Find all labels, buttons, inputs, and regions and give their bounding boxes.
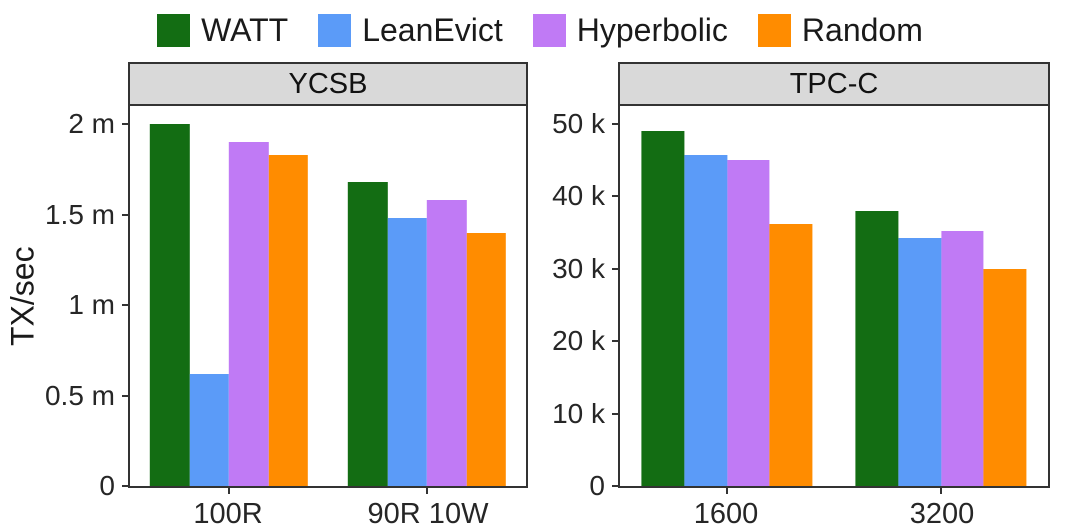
y-tick: 0 bbox=[99, 470, 130, 502]
x-tick-label: 1600 bbox=[693, 498, 759, 528]
y-tick-mark bbox=[612, 195, 620, 198]
y-tick-label: 1.5 m bbox=[44, 198, 115, 230]
bar-leanevict bbox=[684, 154, 727, 486]
y-tick-mark bbox=[122, 485, 130, 487]
y-tick-mark bbox=[122, 304, 130, 307]
legend-label: WATT bbox=[201, 12, 289, 48]
legend: WATT LeanEvict Hyperbolic Random bbox=[0, 4, 1080, 56]
bar-random bbox=[466, 232, 507, 486]
facet-title: TPC-C bbox=[618, 62, 1050, 104]
y-tick: 20 k bbox=[552, 325, 620, 357]
legend-swatch bbox=[318, 13, 352, 47]
bar-group bbox=[347, 106, 507, 486]
y-tick: 1 m bbox=[68, 289, 130, 321]
x-tick-label: 3200 bbox=[909, 498, 975, 528]
y-tick-label: 50 k bbox=[552, 108, 605, 140]
facet-tpc-c: TPC-C 0 10 k 20 k 30 k 40 k 50 k 1600 3200 bbox=[552, 62, 1050, 528]
legend-swatch bbox=[157, 13, 191, 47]
y-tick: 1.5 m bbox=[45, 199, 130, 231]
bar-group bbox=[149, 106, 309, 486]
x-axis-labels: 1600 3200 bbox=[618, 488, 1050, 528]
bar-hyperbolic bbox=[426, 200, 467, 486]
y-tick: 10 k bbox=[552, 398, 620, 430]
y-tick-label: 1 m bbox=[68, 289, 115, 321]
y-tick-label: 20 k bbox=[552, 325, 605, 357]
y-tick: 40 k bbox=[552, 180, 620, 212]
y-tick-mark bbox=[612, 340, 620, 343]
legend-swatch bbox=[757, 13, 791, 47]
y-tick-mark bbox=[612, 412, 620, 415]
y-tick: 0.5 m bbox=[45, 380, 130, 412]
y-tick-label: 10 k bbox=[552, 397, 605, 429]
panels: YCSB 0 0.5 m 1 m 1.5 m 2 m 100R 90R 10W TPC-C 0 10… bbox=[0, 62, 1050, 528]
legend-label: Hyperbolic bbox=[576, 12, 728, 48]
y-tick-mark bbox=[122, 123, 130, 126]
y-tick: 2 m bbox=[68, 108, 130, 140]
bar-leanevict bbox=[387, 218, 427, 486]
y-tick-mark bbox=[122, 394, 130, 397]
y-tick-mark bbox=[122, 213, 130, 216]
x-axis-labels: 100R 90R 10W bbox=[128, 488, 528, 528]
x-tick-mark bbox=[940, 486, 942, 494]
y-tick-label: 2 m bbox=[68, 108, 115, 140]
x-tick-mark bbox=[426, 486, 428, 494]
plot-panel: 0 0.5 m 1 m 1.5 m 2 m bbox=[45, 104, 528, 501]
legend-label: Random bbox=[801, 12, 923, 48]
bar-watt bbox=[641, 131, 685, 486]
bar-watt bbox=[855, 210, 899, 486]
facet-title: YCSB bbox=[128, 62, 528, 104]
x-tick-label: 100R bbox=[193, 498, 263, 528]
bar-random bbox=[983, 268, 1027, 486]
bar-leanevict bbox=[189, 373, 229, 486]
facet-ycsb: YCSB 0 0.5 m 1 m 1.5 m 2 m 100R 90R 10W bbox=[45, 62, 528, 528]
bar-hyperbolic bbox=[727, 160, 770, 486]
legend-item-watt: WATT bbox=[157, 12, 289, 48]
x-tick-mark bbox=[228, 486, 230, 494]
bar-group bbox=[855, 106, 1027, 486]
legend-item-hyperbolic: Hyperbolic bbox=[532, 12, 728, 48]
bar-hyperbolic bbox=[941, 230, 984, 486]
y-tick: 0 bbox=[589, 470, 620, 502]
bar-random bbox=[268, 154, 309, 486]
x-tick-label: 90R 10W bbox=[367, 498, 489, 528]
bar-random bbox=[769, 223, 813, 486]
legend-item-random: Random bbox=[757, 12, 923, 48]
bar-leanevict bbox=[898, 238, 941, 486]
y-tick-mark bbox=[612, 485, 620, 487]
bar-watt bbox=[347, 182, 388, 486]
y-tick-label: 30 k bbox=[552, 252, 605, 284]
y-tick-label: 0 bbox=[589, 470, 605, 501]
plot-panel: 0 10 k 20 k 30 k 40 k 50 k bbox=[552, 104, 1050, 501]
y-tick: 50 k bbox=[552, 108, 620, 140]
x-tick-mark bbox=[726, 486, 728, 494]
y-tick-label: 40 k bbox=[552, 180, 605, 212]
bar-hyperbolic bbox=[228, 142, 269, 486]
bar-group bbox=[641, 106, 813, 486]
y-tick: 30 k bbox=[552, 253, 620, 285]
legend-swatch bbox=[532, 13, 566, 47]
y-tick-mark bbox=[612, 267, 620, 270]
legend-label: LeanEvict bbox=[362, 12, 503, 48]
y-tick-label: 0 bbox=[99, 470, 115, 501]
bar-watt bbox=[149, 124, 190, 486]
y-tick-mark bbox=[612, 123, 620, 126]
legend-item-leanevict: LeanEvict bbox=[318, 12, 503, 48]
y-tick-label: 0.5 m bbox=[44, 379, 115, 411]
